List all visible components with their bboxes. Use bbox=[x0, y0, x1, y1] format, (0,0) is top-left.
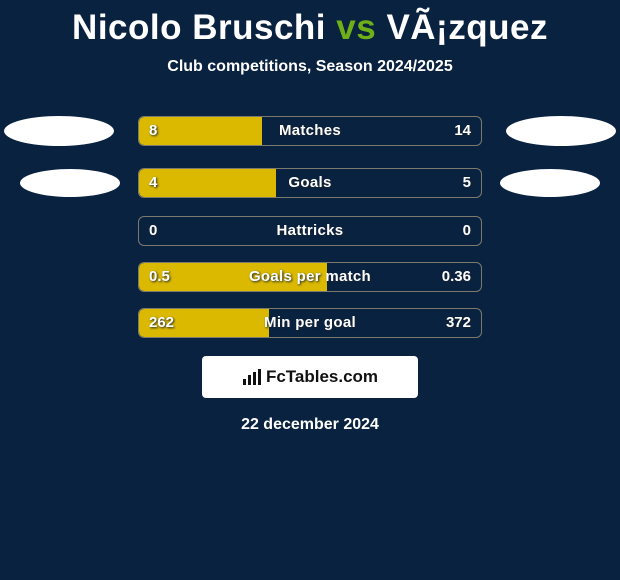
stat-value-left: 4 bbox=[149, 169, 157, 197]
stat-row: Goals4 5 bbox=[0, 158, 620, 208]
player-avatar-left bbox=[4, 116, 114, 146]
stat-value-right: 0 bbox=[463, 217, 471, 245]
player-avatar-left bbox=[20, 169, 120, 197]
stat-label: Hattricks bbox=[139, 217, 481, 245]
stat-row: Hattricks0 0 bbox=[0, 208, 620, 254]
stat-bar: Goals per match0.5 0.36 bbox=[138, 262, 482, 292]
bar-chart-icon bbox=[242, 369, 262, 385]
stat-value-left: 0 bbox=[149, 217, 157, 245]
stat-bar: Matches8 14 bbox=[138, 116, 482, 146]
stat-rows: Matches8 14 Goals4 5 Hattricks0 0 Goals per ma… bbox=[0, 104, 620, 346]
stat-bar: Hattricks0 0 bbox=[138, 216, 482, 246]
player-avatar-right bbox=[506, 116, 616, 146]
stat-value-right: 0.36 bbox=[442, 263, 471, 291]
title-player1: Nicolo Bruschi bbox=[72, 8, 326, 47]
stat-value-right: 372 bbox=[446, 309, 471, 337]
stat-row: Min per goal262 372 bbox=[0, 300, 620, 346]
stat-label: Goals per match bbox=[139, 263, 481, 291]
stat-bar: Goals4 5 bbox=[138, 168, 482, 198]
brand-box: FcTables.com bbox=[202, 356, 418, 398]
stat-value-right: 14 bbox=[454, 117, 471, 145]
comparison-title: Nicolo Bruschi vs VÃ¡zquez bbox=[0, 8, 620, 48]
stat-row: Goals per match0.5 0.36 bbox=[0, 254, 620, 300]
stat-label: Goals bbox=[139, 169, 481, 197]
brand-text: FcTables.com bbox=[266, 367, 378, 387]
stat-value-left: 0.5 bbox=[149, 263, 170, 291]
subtitle: Club competitions, Season 2024/2025 bbox=[0, 58, 620, 76]
stat-bar: Min per goal262 372 bbox=[138, 308, 482, 338]
title-vs: vs bbox=[336, 8, 376, 47]
player-avatar-right bbox=[500, 169, 600, 197]
date-stamp: 22 december 2024 bbox=[0, 416, 620, 434]
stat-label: Matches bbox=[139, 117, 481, 145]
stat-row: Matches8 14 bbox=[0, 104, 620, 158]
stat-value-left: 262 bbox=[149, 309, 174, 337]
title-player2: VÃ¡zquez bbox=[386, 8, 548, 47]
stat-label: Min per goal bbox=[139, 309, 481, 337]
stat-value-left: 8 bbox=[149, 117, 157, 145]
stat-value-right: 5 bbox=[463, 169, 471, 197]
